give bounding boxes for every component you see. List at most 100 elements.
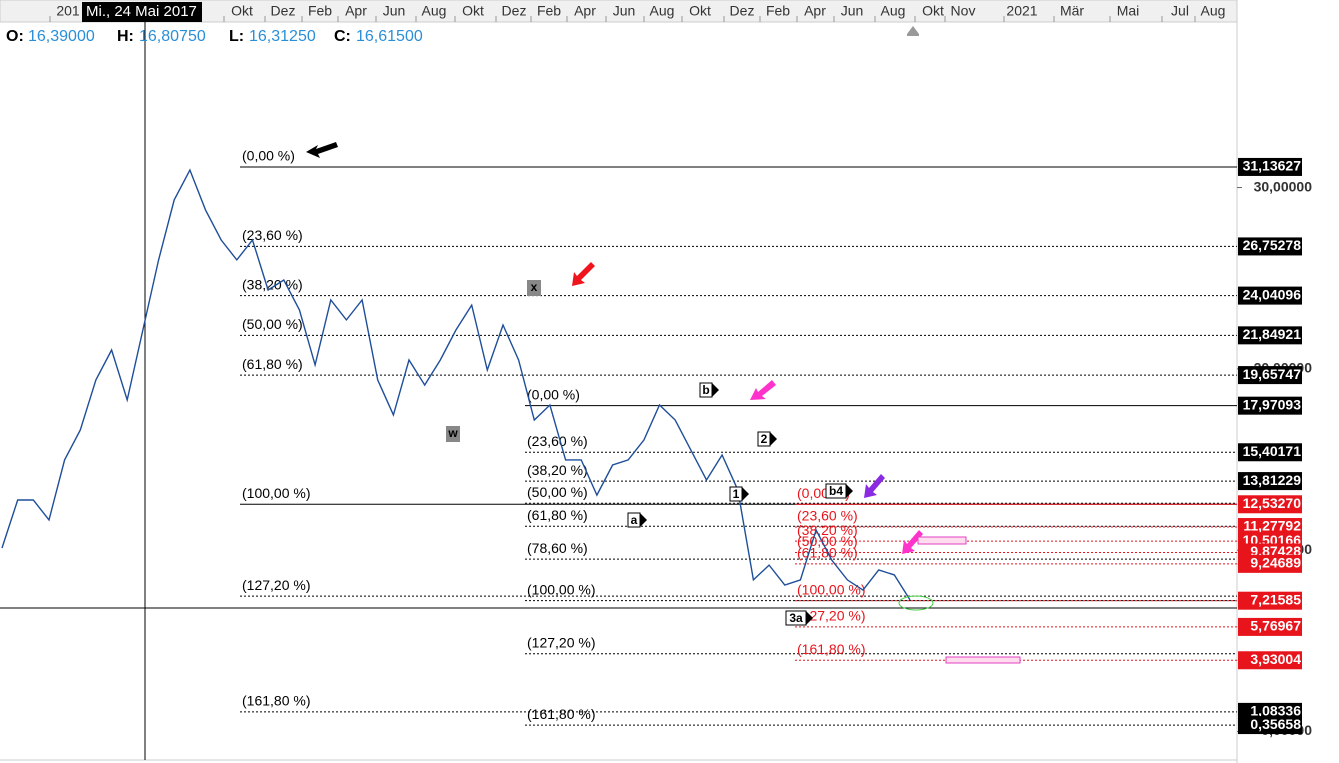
- ohlc-label: L:: [229, 28, 244, 45]
- price-label: 7,21585: [1250, 591, 1301, 607]
- time-axis-bar: [0, 0, 1238, 23]
- fib-label: (161,80 %): [527, 706, 595, 722]
- x-tick-label: Nov: [951, 3, 976, 19]
- ohlc-label: H:: [117, 28, 134, 45]
- x-tick-label: Dez: [502, 3, 527, 19]
- arrow: [306, 142, 338, 158]
- price-label: 31,13627: [1243, 158, 1302, 174]
- price-label-box: [1238, 495, 1302, 514]
- wave-label: x: [531, 280, 538, 294]
- x-tick-label: Feb: [766, 3, 790, 19]
- price-series: [1, 168, 911, 601]
- x-tick-label: Aug: [422, 3, 447, 19]
- x-tick-label: Jun: [383, 3, 406, 19]
- x-tick-label: 2021: [1006, 3, 1037, 19]
- fib-label: (161,80 %): [242, 693, 310, 709]
- price-label: 12,53270: [1243, 495, 1302, 511]
- price-label: 13,81229: [1243, 472, 1302, 488]
- x-tick-label: 201: [56, 3, 80, 19]
- price-label-box: [1238, 554, 1302, 573]
- fib-label: (161,80 %): [797, 641, 865, 657]
- scroll-marker: [907, 26, 919, 36]
- fib-label: (127,20 %): [242, 577, 310, 593]
- fib-label: (50,00 %): [797, 533, 858, 549]
- price-label-box: [1238, 651, 1302, 670]
- fib-label: (50,00 %): [242, 316, 303, 332]
- x-tick-label: Dez: [271, 3, 296, 19]
- price-line: [1, 168, 911, 601]
- fib-label: (23,60 %): [527, 433, 588, 449]
- ohlc-label: C:: [334, 28, 351, 45]
- x-tick-label: Jun: [841, 3, 864, 19]
- x-tick-label: Apr: [345, 3, 367, 19]
- wave-label: 1: [733, 487, 740, 501]
- ohlc-value: 16,61500: [356, 28, 423, 45]
- x-tick-label: Aug: [881, 3, 906, 19]
- fib-label: (23,60 %): [242, 227, 303, 243]
- fib-label: (127,20 %): [527, 634, 595, 650]
- annotations: x w b 2 1 a b4 3a: [306, 26, 1021, 664]
- price-label: 5,76967: [1250, 618, 1301, 634]
- y-tick-label: 30,00000: [1254, 178, 1313, 194]
- fib-label: (50,00 %): [527, 484, 588, 500]
- wave-flag: [640, 513, 647, 527]
- price-label-box: [1238, 237, 1302, 256]
- fib-label: (38,20 %): [527, 462, 588, 478]
- fib-label: (100,00 %): [242, 485, 310, 501]
- wave-flag: [770, 432, 777, 446]
- price-label: 26,75278: [1243, 237, 1302, 253]
- price-label: 24,04096: [1243, 286, 1302, 302]
- wave-flag: [712, 383, 719, 397]
- x-tick-label: Okt: [231, 3, 253, 19]
- fib-label: (78,60 %): [527, 540, 588, 556]
- price-label-box: [1238, 472, 1302, 491]
- wave-box: [446, 426, 460, 442]
- x-tick-label: Jul: [1171, 3, 1189, 19]
- price-label: 1,08336: [1250, 703, 1301, 719]
- wave-label: 3a: [789, 611, 803, 625]
- wave-box: [527, 280, 541, 296]
- target-box: [945, 656, 1021, 664]
- wave-label: b4: [829, 484, 843, 498]
- fib-label: (100,00 %): [527, 581, 595, 597]
- date-tooltip-box: [82, 2, 202, 22]
- arrow: [750, 380, 776, 400]
- price-label-box: [1238, 366, 1302, 385]
- fib-label: (127,20 %): [797, 608, 865, 624]
- ohlc-label: O:: [6, 28, 24, 45]
- x-tick-label: Aug: [1201, 3, 1226, 19]
- ohlc-value: 16,31250: [249, 28, 316, 45]
- fibonacci-levels: (0,00 %)(23,60 %)(38,20 %)(50,00 %)(61,8…: [240, 148, 1237, 726]
- x-tick-label: Feb: [308, 3, 332, 19]
- fib-label: (23,60 %): [797, 508, 858, 524]
- fib-label: (0,00 %): [242, 148, 295, 164]
- highlight-ellipse: [898, 595, 934, 611]
- fib-label: (0,00 %): [527, 386, 580, 402]
- arrow: [864, 474, 885, 498]
- x-tick-label: Mai: [1117, 3, 1140, 19]
- x-tick-label: Apr: [574, 3, 596, 19]
- wave-label: a: [631, 513, 638, 527]
- wave-label: w: [447, 426, 458, 440]
- wave-flag: [806, 611, 813, 625]
- price-label: 9,24689: [1250, 555, 1301, 571]
- price-label-box: [1238, 591, 1302, 610]
- date-tooltip: Mi., 24 Mai 2017: [86, 3, 197, 20]
- price-label: 15,40171: [1243, 443, 1302, 459]
- x-tick-label: Mär: [1060, 3, 1084, 19]
- fib-label: (38,20 %): [797, 522, 858, 538]
- x-tick-label: Okt: [462, 3, 484, 19]
- wave-label: b: [702, 383, 709, 397]
- wave-flag: [846, 484, 853, 498]
- fib-label: (100,00 %): [797, 581, 865, 597]
- arrow: [902, 530, 923, 554]
- price-label: 11,27792: [1243, 518, 1301, 534]
- price-label-box: [1238, 326, 1302, 345]
- wave-label: 2: [761, 432, 768, 446]
- x-tick-label: Aug: [650, 3, 675, 19]
- price-label-box: [1238, 518, 1302, 537]
- ohlc-value: 16,39000: [28, 28, 95, 45]
- price-label: 17,97093: [1243, 396, 1302, 412]
- price-label: 21,84921: [1243, 326, 1302, 342]
- price-label-box: [1238, 716, 1302, 735]
